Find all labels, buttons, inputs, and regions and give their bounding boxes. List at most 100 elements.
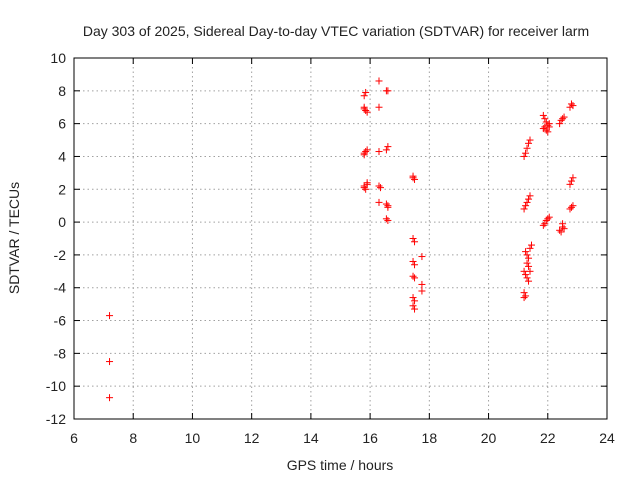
x-tick-label: 12 bbox=[244, 430, 260, 446]
data-point bbox=[375, 148, 383, 156]
data-point bbox=[411, 274, 419, 282]
x-axis-label: GPS time / hours bbox=[287, 457, 394, 473]
data-point bbox=[411, 297, 419, 305]
y-tick-label: 0 bbox=[58, 214, 66, 230]
data-point bbox=[526, 136, 534, 144]
data-point bbox=[527, 241, 535, 249]
data-point bbox=[544, 215, 552, 223]
data-point bbox=[541, 220, 549, 228]
data-point bbox=[418, 253, 426, 261]
y-tick-label: -8 bbox=[54, 345, 67, 361]
data-point bbox=[526, 192, 534, 200]
chart-title: Day 303 of 2025, Sidereal Day-to-day VTE… bbox=[83, 23, 589, 39]
data-point bbox=[375, 182, 383, 190]
data-point bbox=[382, 215, 390, 223]
data-point bbox=[539, 125, 547, 133]
data-point bbox=[411, 305, 419, 313]
data-point bbox=[360, 105, 368, 113]
data-point bbox=[363, 146, 371, 154]
data-point bbox=[557, 116, 565, 124]
data-point bbox=[525, 195, 533, 203]
x-tick-label: 20 bbox=[481, 430, 497, 446]
data-point bbox=[382, 200, 390, 208]
data-point bbox=[106, 394, 114, 402]
data-point bbox=[523, 274, 531, 282]
y-tick-label: -10 bbox=[46, 378, 66, 394]
data-point bbox=[560, 113, 568, 121]
data-point bbox=[525, 277, 533, 285]
data-point bbox=[362, 185, 370, 193]
data-point bbox=[360, 151, 368, 159]
data-point bbox=[409, 257, 417, 265]
data-point bbox=[375, 198, 383, 206]
data-point bbox=[522, 149, 530, 157]
y-tick-label: -4 bbox=[54, 280, 67, 296]
data-point bbox=[362, 107, 370, 115]
data-point bbox=[384, 143, 392, 151]
data-point bbox=[411, 238, 419, 246]
x-tick-label: 14 bbox=[303, 430, 319, 446]
data-point bbox=[542, 126, 550, 134]
y-tick-label: 2 bbox=[58, 181, 66, 197]
data-point bbox=[411, 175, 419, 183]
data-point bbox=[418, 280, 426, 288]
data-point bbox=[360, 182, 368, 190]
data-point bbox=[557, 228, 565, 236]
data-point bbox=[411, 261, 419, 269]
data-point bbox=[409, 174, 417, 182]
data-point bbox=[567, 177, 575, 185]
data-point bbox=[526, 244, 534, 252]
data-point bbox=[418, 287, 426, 295]
axis-ticks bbox=[73, 57, 608, 420]
data-point bbox=[409, 272, 417, 280]
data-point bbox=[539, 221, 547, 229]
data-point bbox=[569, 174, 577, 182]
data-point bbox=[566, 205, 574, 213]
y-tick-label: 8 bbox=[58, 83, 66, 99]
data-point bbox=[522, 248, 530, 256]
data-point bbox=[409, 294, 417, 302]
data-point bbox=[545, 213, 553, 221]
data-point bbox=[542, 216, 550, 224]
x-tick-labels: 6 8 10 12 14 16 18 20 22 24 bbox=[70, 430, 615, 446]
data-point bbox=[539, 111, 547, 119]
data-point bbox=[569, 202, 577, 210]
data-point bbox=[520, 267, 528, 275]
data-point bbox=[362, 148, 370, 156]
x-tick-label: 22 bbox=[540, 430, 556, 446]
data-point bbox=[559, 220, 567, 228]
y-tick-label: 6 bbox=[58, 116, 66, 132]
data-point bbox=[363, 108, 371, 116]
data-point bbox=[525, 262, 533, 270]
data-point bbox=[566, 103, 574, 111]
y-tick-label: 10 bbox=[50, 50, 66, 66]
data-points bbox=[106, 77, 577, 402]
data-point bbox=[409, 235, 417, 242]
y-tick-label: 4 bbox=[58, 148, 66, 164]
y-tick-labels: 10 8 6 4 2 0 -2 -4 -6 -8 -10 -12 bbox=[46, 50, 66, 427]
data-point bbox=[522, 271, 530, 279]
data-point bbox=[520, 152, 528, 160]
data-point bbox=[523, 251, 531, 259]
y-tick-label: -12 bbox=[46, 411, 66, 427]
plot-frame bbox=[73, 57, 608, 420]
data-point bbox=[362, 88, 370, 96]
data-point bbox=[541, 115, 549, 123]
data-point bbox=[106, 312, 114, 320]
data-point bbox=[384, 203, 392, 211]
data-point bbox=[375, 103, 383, 111]
data-point bbox=[526, 267, 534, 275]
data-point bbox=[567, 100, 575, 108]
x-tick-label: 24 bbox=[599, 430, 615, 446]
y-tick-label: -2 bbox=[54, 247, 67, 263]
data-point bbox=[360, 92, 368, 100]
data-point bbox=[376, 184, 384, 192]
y-axis-label: SDTVAR / TECUs bbox=[6, 182, 22, 294]
data-point bbox=[106, 358, 114, 366]
data-point bbox=[409, 302, 417, 310]
data-point bbox=[556, 226, 564, 234]
data-point bbox=[544, 121, 552, 129]
data-point bbox=[544, 128, 552, 136]
data-point bbox=[523, 259, 531, 267]
data-point bbox=[523, 144, 531, 152]
